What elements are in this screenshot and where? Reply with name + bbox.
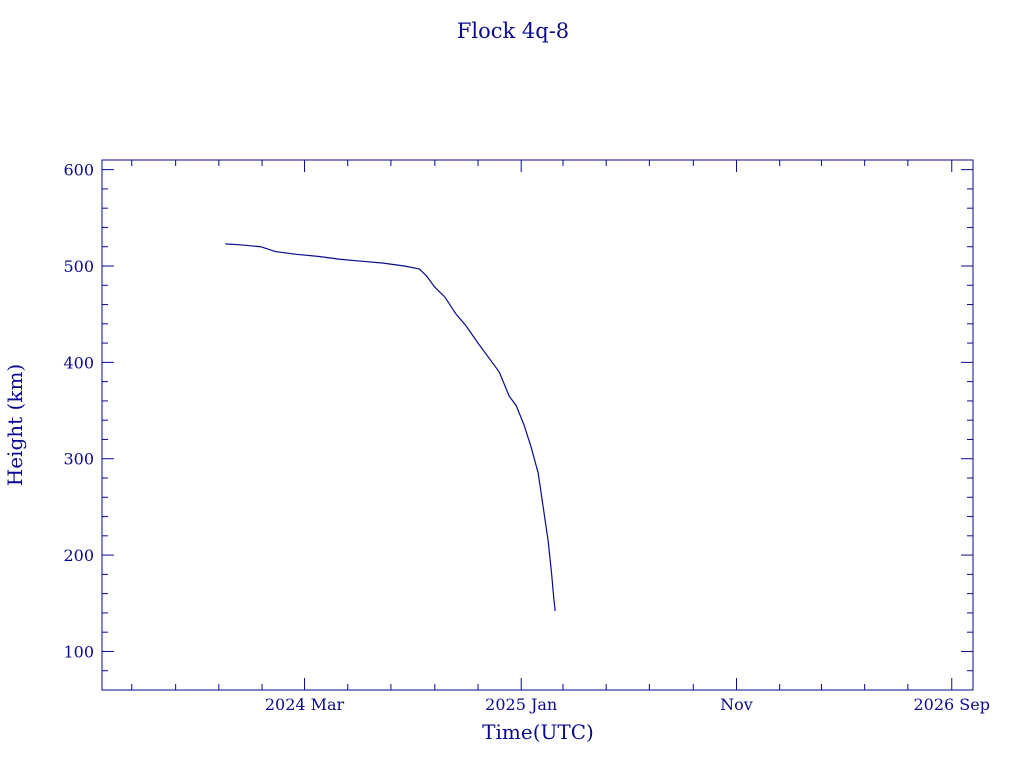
x-axis-ticks: 2024 Mar 2025 Jan Nov 2026 Sep: [131, 160, 990, 714]
x-tick-label: 2025 Jan: [485, 695, 557, 714]
plot-frame: [101, 159, 974, 691]
y-tick-label: 300: [63, 450, 94, 469]
y-tick-label: 500: [63, 257, 94, 276]
series-line-height: [225, 243, 556, 612]
y-axis-label: Height (km): [3, 364, 27, 486]
x-tick-label: 2024 Mar: [265, 695, 345, 714]
x-axis-label: Time(UTC): [482, 720, 594, 744]
y-tick-label: 600: [63, 161, 94, 180]
y-axis-ticks: 100 200 300 400 500 600: [63, 161, 973, 672]
chart-title: Flock 4q-8: [457, 19, 569, 43]
x-tick-label: 2026 Sep: [914, 695, 990, 714]
y-tick-label: 400: [63, 353, 94, 372]
y-tick-label: 100: [63, 642, 94, 661]
x-tick-label: Nov: [720, 695, 753, 714]
y-tick-label: 200: [63, 546, 94, 565]
